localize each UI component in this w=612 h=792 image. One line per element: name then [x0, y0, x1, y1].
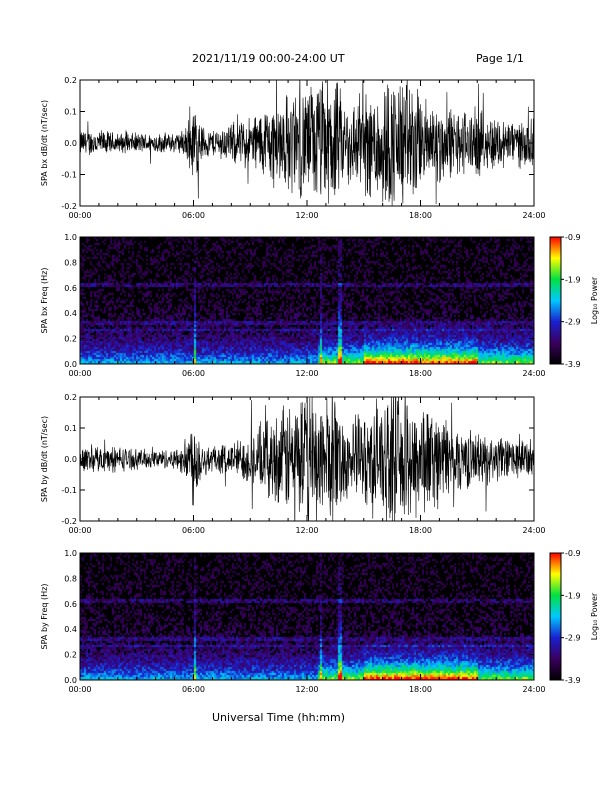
y-tick-label: 0.2 [64, 335, 77, 344]
y-tick-label: 0.0 [64, 139, 77, 148]
y-axis-label: SPA bx Freq (Hz) [40, 268, 49, 334]
colorbar-scale [549, 236, 562, 365]
x-tick-label: 12:00 [295, 526, 318, 535]
y-tick-label: 0.2 [64, 393, 77, 402]
waveform-trace [80, 397, 534, 521]
x-tick-label: 06:00 [182, 211, 205, 220]
spectrogram-canvas [80, 553, 534, 680]
colorbar-label: Log₁₀ Power [590, 276, 599, 324]
y-tick-label: 0.0 [64, 676, 77, 685]
y-tick-label: 0.2 [64, 651, 77, 660]
y-tick-label: -0.2 [61, 202, 77, 211]
y-tick-label: -0.2 [61, 517, 77, 526]
x-tick-label: 18:00 [409, 685, 432, 694]
x-tick-label: 24:00 [522, 526, 545, 535]
waveform-0 [80, 80, 534, 206]
x-axis-title: Universal Time (hh:mm) [212, 711, 345, 724]
y-tick-label: 0.8 [64, 574, 77, 583]
colorbar-tick-label: -1.9 [565, 591, 581, 600]
y-tick-label: 1.0 [64, 549, 77, 558]
waveform-trace [80, 80, 534, 206]
x-tick-label: 00:00 [68, 685, 91, 694]
y-tick-label: 0.0 [64, 360, 77, 369]
x-tick-label: 18:00 [409, 526, 432, 535]
y-axis-label: SPA by Freq (Hz) [40, 584, 49, 650]
panel-0-axes: 00:00 06:00 12:00 18:00 24:00 0.2 0.1 0.0 -0.1 -0… [40, 76, 546, 220]
x-tick-label: 12:00 [295, 211, 318, 220]
colorbar-tick-label: -0.9 [565, 549, 581, 558]
colorbar-tick-label: -2.9 [565, 634, 581, 643]
x-tick-label: 06:00 [182, 526, 205, 535]
y-tick-label: 0.1 [64, 424, 77, 433]
y-tick-label: 1.0 [64, 233, 77, 242]
waveform-2 [80, 397, 534, 521]
spectrogram-1 [80, 237, 534, 364]
x-tick-label: 24:00 [522, 685, 545, 694]
x-tick-label: 24:00 [522, 369, 545, 378]
y-tick-label: 0.1 [64, 108, 77, 117]
x-tick-label: 12:00 [295, 369, 318, 378]
y-tick-label: 0.4 [64, 625, 77, 634]
x-tick-label: 18:00 [409, 211, 432, 220]
y-axis-label: SPA by dB/dt (nT/sec) [40, 416, 49, 502]
y-tick-label: 0.8 [64, 258, 77, 267]
colorbar-tick-label: -3.9 [565, 360, 581, 369]
x-tick-label: 18:00 [409, 369, 432, 378]
y-axis-label: SPA bx dB/dt (nT/sec) [40, 100, 49, 186]
colorbar-3: -0.9 -1.9 -2.9 -3.9 Log₁₀ Power [549, 549, 599, 685]
panel-1-axes: 00:00 06:00 12:00 18:00 24:00 1.0 0.8 0.6 0.4 0.2… [40, 233, 546, 378]
colorbar-tick-label: -2.9 [565, 318, 581, 327]
panels-group: 00:00 06:00 12:00 18:00 24:00 0.2 0.1 0.0 -0.1 -0… [40, 76, 599, 694]
colorbar-1: -0.9 -1.9 -2.9 -3.9 Log₁₀ Power [549, 233, 599, 369]
colorbar-scale [549, 552, 562, 681]
y-tick-label: 0.6 [64, 284, 77, 293]
colorbar-tick-label: -1.9 [565, 275, 581, 284]
x-tick-label: 00:00 [68, 211, 91, 220]
y-tick-label: -0.1 [61, 486, 77, 495]
x-tick-label: 00:00 [68, 526, 91, 535]
spectrogram-canvas [80, 237, 534, 364]
panel-3-axes: 00:00 06:00 12:00 18:00 24:00 1.0 0.8 0.6 0.4 0.2… [40, 549, 546, 694]
y-tick-label: 0.2 [64, 76, 77, 85]
spectrogram-3 [80, 553, 534, 680]
x-tick-label: 12:00 [295, 685, 318, 694]
y-tick-label: 0.6 [64, 600, 77, 609]
colorbar-label: Log₁₀ Power [590, 592, 599, 640]
y-tick-label: -0.1 [61, 171, 77, 180]
page-number: Page 1/1 [476, 52, 524, 65]
colorbar-tick-label: -3.9 [565, 676, 581, 685]
colorbar-tick-label: -0.9 [565, 233, 581, 242]
x-tick-label: 06:00 [182, 685, 205, 694]
x-tick-label: 06:00 [182, 369, 205, 378]
x-tick-label: 24:00 [522, 211, 545, 220]
page-title: 2021/11/19 00:00-24:00 UT [192, 52, 345, 65]
y-tick-label: 0.0 [64, 455, 77, 464]
y-tick-label: 0.4 [64, 309, 77, 318]
x-tick-label: 00:00 [68, 369, 91, 378]
panel-2-axes: 00:00 06:00 12:00 18:00 24:00 0.2 0.1 0.0 -0.1 -0… [40, 393, 546, 535]
